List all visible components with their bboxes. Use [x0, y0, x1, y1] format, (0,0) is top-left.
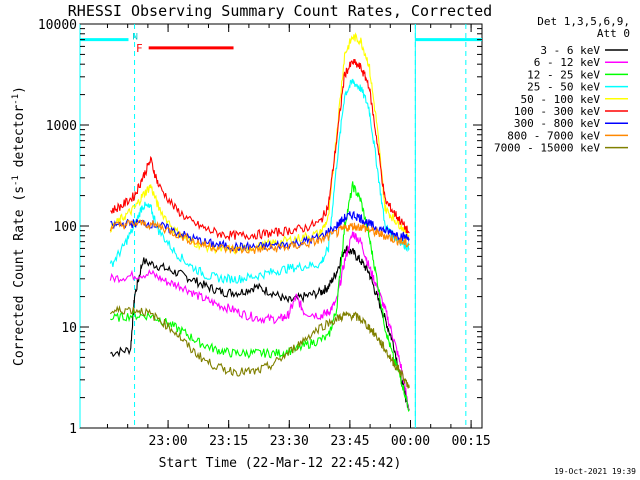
series-line-1	[109, 231, 410, 411]
legend-label-0: 3 - 6 keV	[540, 44, 600, 57]
series-line-7	[109, 219, 410, 254]
status-bars: FN	[79, 24, 482, 428]
series-lines	[109, 32, 410, 412]
y-axis-label: Corrected Count Rate (s-1 detector-1)	[11, 86, 27, 366]
y-tick-label-4: 10000	[38, 18, 77, 33]
legend-label-4: 50 - 100 keV	[521, 93, 601, 106]
series-line-0	[110, 244, 410, 411]
legend-label-8: 7000 - 15000 keV	[494, 142, 600, 155]
legend-header-line2: Att 0	[597, 27, 630, 40]
series-line-8	[109, 305, 410, 389]
x-tick-label-1: 23:15	[209, 434, 248, 449]
y-tick-label-3: 1000	[46, 119, 77, 134]
legend-label-1: 6 - 12 keV	[534, 56, 601, 69]
legend-label-2: 12 - 25 keV	[527, 68, 600, 81]
series-line-4	[109, 32, 410, 255]
timestamp: 19-Oct-2021 19:39	[554, 467, 636, 476]
x-axis-label: Start Time (22-Mar-12 22:45:42)	[159, 456, 402, 471]
series-line-2	[110, 181, 410, 412]
legend-label-7: 800 - 7000 keV	[507, 129, 600, 142]
flare-label: F	[136, 42, 143, 55]
legend-header-line1: Det 1,3,5,6,9,	[537, 15, 630, 28]
y-tick-label-1: 10	[61, 321, 77, 336]
plot-frame	[79, 23, 483, 429]
legend-label-6: 300 - 800 keV	[514, 117, 600, 130]
legend-label-3: 25 - 50 keV	[527, 81, 600, 94]
series-line-3	[109, 78, 410, 284]
saa-label: N	[132, 33, 137, 43]
x-tick-label-3: 23:45	[330, 434, 369, 449]
x-tick-label-5: 00:15	[452, 434, 491, 449]
y-tick-label-2: 100	[54, 220, 77, 235]
x-tick-label-0: 23:00	[149, 434, 188, 449]
x-tick-label-2: 23:30	[270, 434, 309, 449]
y-tick-label-0: 1	[69, 422, 77, 437]
axis-ticks: 23:00 23:15 23:30 23:45 00:00 00:15 1 10 100 1000…	[38, 18, 491, 449]
legend-label-5: 100 - 300 keV	[514, 105, 600, 118]
x-tick-label-4: 00:00	[391, 434, 430, 449]
chart-title: RHESSI Observing Summary Count Rates, Co…	[68, 2, 492, 20]
series-line-5	[110, 59, 410, 242]
